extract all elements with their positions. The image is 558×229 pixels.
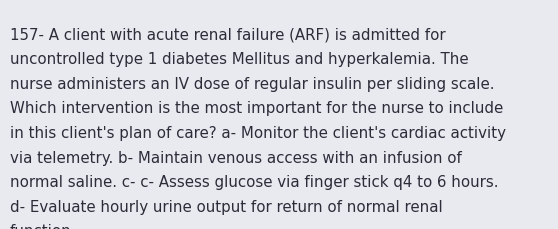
Text: 157- A client with acute renal failure (ARF) is admitted for: 157- A client with acute renal failure (… (10, 27, 446, 42)
Text: in this client's plan of care? a- Monitor the client's cardiac activity: in this client's plan of care? a- Monito… (10, 125, 506, 140)
Text: Which intervention is the most important for the nurse to include: Which intervention is the most important… (10, 101, 503, 116)
Text: d- Evaluate hourly urine output for return of normal renal: d- Evaluate hourly urine output for retu… (10, 199, 443, 214)
Text: uncontrolled type 1 diabetes Mellitus and hyperkalemia. The: uncontrolled type 1 diabetes Mellitus an… (10, 52, 469, 67)
Text: normal saline. c- c- Assess glucose via finger stick q4 to 6 hours.: normal saline. c- c- Assess glucose via … (10, 174, 498, 189)
Text: nurse administers an IV dose of regular insulin per sliding scale.: nurse administers an IV dose of regular … (10, 76, 494, 91)
Text: function: function (10, 224, 72, 229)
Text: via telemetry. b- Maintain venous access with an infusion of: via telemetry. b- Maintain venous access… (10, 150, 462, 165)
